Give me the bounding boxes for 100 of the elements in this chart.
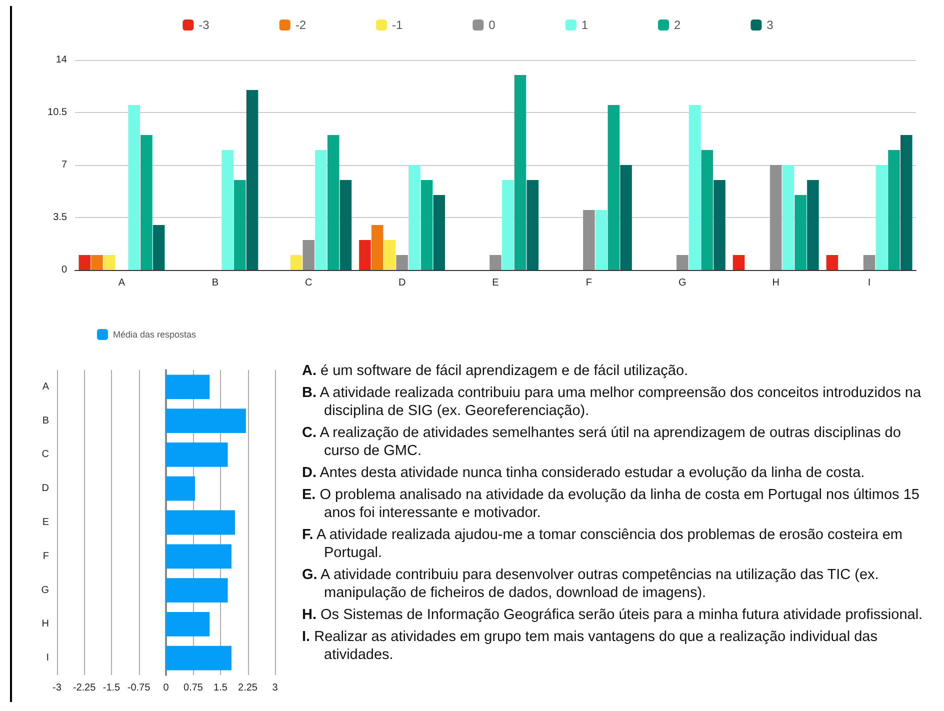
- bar: [152, 225, 165, 270]
- bar: [433, 195, 446, 270]
- bar: [502, 180, 514, 270]
- x-tick-label: 2.25: [238, 682, 258, 694]
- x-tick-label: -0.75: [127, 682, 151, 694]
- x-tick-label: A: [118, 278, 126, 288]
- bar: [166, 646, 232, 670]
- text: A. é um software de fácil aprendizagem e de fácil utilização.: [302, 362, 690, 380]
- bar: [782, 165, 794, 270]
- legend-label: 3: [766, 18, 774, 32]
- bar: [166, 408, 246, 434]
- bar: [166, 510, 236, 535]
- bar: [166, 578, 228, 602]
- y-tick-label: 7: [61, 160, 68, 170]
- bar: [222, 150, 234, 270]
- bar: [714, 180, 726, 270]
- x-tick-label: 0: [163, 682, 170, 694]
- bar: [290, 255, 302, 270]
- x-tick-label: -3: [52, 682, 62, 694]
- y-tick-label: 14: [56, 54, 68, 66]
- bar: [876, 165, 888, 270]
- bar: [302, 240, 314, 270]
- bar: [770, 165, 782, 270]
- bar: [420, 180, 433, 270]
- text: D. Antes desta atividade nunca tinha considerado estudar a evolução da linha de costa.: [302, 464, 866, 482]
- x-tick-label: B: [212, 278, 219, 288]
- bar: [732, 255, 745, 270]
- bar: [676, 255, 688, 270]
- bar: [900, 135, 912, 270]
- y-tick-label: D: [42, 483, 49, 494]
- bar: [826, 255, 838, 270]
- legend-label: -2: [295, 18, 306, 32]
- bar: [140, 135, 152, 270]
- text: G. A atividade contribuiu para desenvolver outras competências na utilização das TIC (ex. manipulação de ficheiros de dados, download de imagens).: [302, 566, 880, 602]
- y-tick-label: F: [42, 550, 49, 562]
- bar: [166, 612, 210, 636]
- text: B. A atividade realizada contribuiu para uma melhor compreensão dos conceitos introduzidos na disciplina de SIG (ex. Georeferenciação).: [302, 384, 922, 420]
- bar: [103, 255, 116, 270]
- y-tick-label: 3.5: [53, 212, 68, 223]
- x-tick-label: -1.5: [102, 682, 121, 694]
- y-tick-label: I: [46, 652, 49, 664]
- bar: [166, 544, 232, 569]
- legend-label: -1: [392, 18, 403, 32]
- bar: [526, 180, 538, 270]
- bar: [234, 180, 246, 270]
- text: E. O problema analisado na atividade da evolução da linha de costa em Portugal nos últimos 15 anos foi interessante e motivador.: [302, 486, 920, 522]
- bar: [408, 165, 420, 270]
- bar: [396, 255, 408, 270]
- bar: [166, 442, 228, 467]
- text: C. A realização de atividades semelhantes será útil na aprendizagem de outras disciplinas do curso de GMC.: [302, 424, 902, 460]
- text: F. A atividade realizada ajudou-me a tomar consciência dos problemas de erosão costeira em Portugal.: [302, 526, 904, 562]
- bar: [608, 105, 620, 270]
- bar: [888, 150, 900, 270]
- legend-label: 1: [581, 18, 588, 32]
- x-tick-label: D: [398, 278, 406, 288]
- y-tick-label: G: [41, 584, 50, 596]
- bar: [246, 90, 258, 270]
- x-tick-label: H: [772, 278, 780, 288]
- y-tick-label: 0: [61, 264, 68, 276]
- x-tick-label: -2.25: [72, 682, 96, 694]
- bar: [863, 255, 876, 270]
- bar: [327, 135, 340, 270]
- y-tick-label: B: [42, 415, 50, 426]
- x-tick-label: F: [586, 278, 592, 288]
- bar: [166, 476, 196, 501]
- bar: [620, 165, 632, 270]
- x-tick-label: C: [304, 278, 312, 288]
- x-tick-label: E: [492, 278, 500, 288]
- x-tick-label: 0.75: [184, 682, 204, 694]
- text: H. Os Sistemas de Informação Geográfica serão úteis para a minha futura atividade profissional.: [302, 606, 924, 624]
- legend-label: 2: [674, 18, 682, 32]
- y-tick-label: E: [42, 517, 50, 528]
- bar: [78, 255, 91, 270]
- legend-label: Média das respostas: [113, 330, 197, 340]
- bar: [91, 255, 103, 270]
- bar: [794, 195, 806, 270]
- bar: [701, 150, 714, 270]
- y-tick-label: H: [42, 618, 49, 630]
- x-tick-label: I: [868, 278, 871, 288]
- bar: [595, 210, 608, 270]
- bar: [807, 180, 819, 270]
- bar: [583, 210, 595, 270]
- bar: [371, 225, 384, 270]
- x-tick-label: 1.5: [214, 682, 228, 694]
- bar: [315, 150, 327, 270]
- bar: [514, 75, 526, 270]
- text: I. Realizar as atividades em grupo tem mais vantagens do que a realização individual das atividades.: [302, 628, 878, 664]
- bar: [688, 105, 701, 270]
- legend-label: 0: [488, 18, 496, 32]
- bar: [384, 240, 396, 270]
- bar: [359, 240, 371, 270]
- bar: [490, 255, 502, 270]
- y-tick-label: A: [42, 381, 50, 392]
- x-tick-label: 3: [272, 682, 278, 694]
- bar: [128, 105, 140, 270]
- x-tick-label: G: [678, 278, 686, 288]
- y-tick-label: C: [42, 449, 49, 460]
- bar: [340, 180, 352, 270]
- bar: [166, 374, 210, 400]
- y-tick-label: 10.5: [48, 107, 68, 118]
